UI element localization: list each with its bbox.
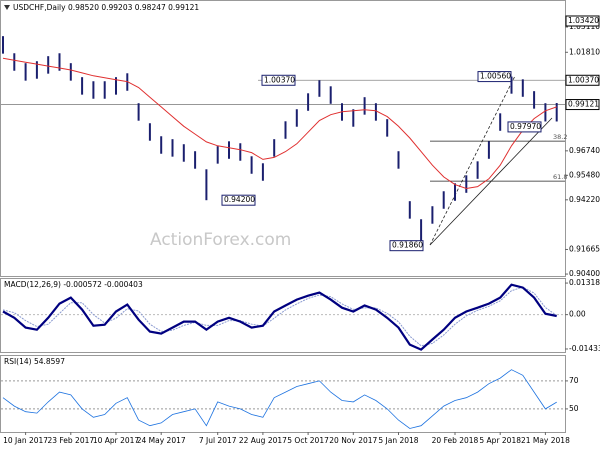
y-tick-label: 0.95480 — [569, 170, 600, 179]
x-tick-label: 24 May 2017 — [137, 436, 186, 445]
x-tick-label: 22 Aug 2017 — [239, 436, 287, 445]
level-box — [565, 99, 600, 111]
y-tick-label: -0.014339 — [569, 344, 600, 353]
y-tick-label: 0.00 — [569, 310, 586, 319]
x-tick-label: 20 Nov 2017 — [329, 436, 377, 445]
level-label: 0.99121 — [568, 100, 599, 109]
y-tick-label: 50 — [569, 404, 579, 413]
macd-panel — [0, 278, 566, 353]
fib-label: 61.8 — [553, 173, 567, 181]
trend-line — [429, 117, 553, 246]
annotation-label: 0.94200 — [224, 195, 255, 204]
annotation-label: 0.97970 — [510, 122, 541, 131]
y-tick-label: 0.94220 — [569, 195, 600, 204]
level-box — [565, 74, 600, 86]
annotation-box — [507, 121, 542, 133]
chart-title: USDCHF,Daily 0.98520 0.99203 0.98247 0.9… — [13, 3, 199, 12]
x-tick-label: 5 Oct 2017 — [287, 436, 329, 445]
level-label: 1.03420 — [568, 16, 599, 25]
x-tick-label: 7 Jul 2017 — [199, 436, 237, 445]
menu-icon[interactable] — [4, 5, 10, 10]
y-tick-label: 0.90400 — [569, 269, 600, 278]
line — [2, 57, 557, 190]
y-tick-label: 0.91665 — [569, 244, 600, 253]
rsi-title: RSI(14) 54.8597 — [4, 357, 65, 366]
x-tick-label: 20 Feb 2018 — [432, 436, 479, 445]
y-tick-label: 70 — [569, 376, 579, 385]
annotation-label: 1.00370 — [264, 75, 295, 84]
y-tick-label: 1.03110 — [569, 22, 600, 31]
y-tick-label: 0.96740 — [569, 146, 600, 155]
annotation-box — [221, 194, 256, 206]
main-panel — [0, 0, 566, 277]
annotation-label: 0.91860 — [392, 241, 423, 250]
line — [2, 286, 557, 347]
y-tick-label: 0.013184 — [569, 278, 600, 287]
annotation-box — [261, 74, 296, 86]
x-tick-label: 23 Feb 2017 — [47, 436, 94, 445]
annotation-box — [477, 71, 512, 83]
level-box — [565, 15, 600, 27]
annotation-box — [389, 240, 424, 252]
trend-line — [429, 75, 516, 246]
rsi-panel — [0, 355, 566, 433]
x-tick-label: 5 Jan 2018 — [378, 436, 418, 445]
y-tick-label: 1.01810 — [569, 47, 600, 56]
fib-label: 38.2 — [553, 133, 567, 141]
x-tick-label: 21 May 2018 — [521, 436, 570, 445]
macd-title: MACD(12,26,9) -0.000572 -0.000403 — [4, 280, 143, 289]
x-tick-label: 5 Apr 2018 — [479, 436, 521, 445]
line — [2, 369, 557, 429]
level-label: 1.00370 — [568, 75, 599, 84]
x-tick-label: 10 Apr 2017 — [93, 436, 140, 445]
line — [2, 283, 557, 351]
watermark: ActionForex.com — [150, 230, 291, 250]
annotation-label: 1.00560 — [480, 72, 511, 81]
x-tick-label: 10 Jan 2017 — [3, 436, 48, 445]
